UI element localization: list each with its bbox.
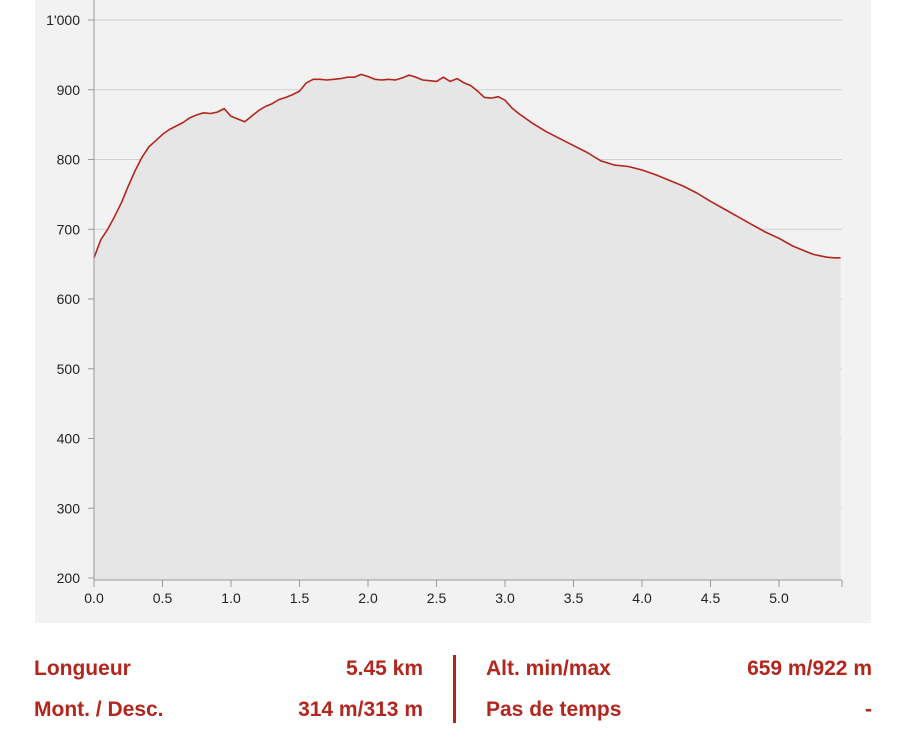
length-value: 5.45 km (345, 657, 423, 680)
y-tick-label: 800 (57, 152, 81, 168)
elevation-line (93, 73, 841, 259)
x-tick-label: 3.5 (564, 590, 584, 606)
time-step-value: - (865, 698, 872, 721)
x-tick-label: 4.5 (701, 590, 721, 606)
y-tick-label: 400 (57, 431, 81, 447)
y-tick-label: 900 (57, 82, 81, 98)
y-tick-label: 200 (57, 570, 81, 586)
stats-divider (453, 655, 456, 723)
y-tick-label: 300 (57, 500, 81, 516)
elevation-profile-chart: 200 300 400 500 600 700 800 900 1'000 0.0 0.5 1.0 1.… (46, 0, 843, 606)
x-tick-label: 5.0 (769, 590, 789, 606)
axes (88, 0, 843, 587)
x-tick-label: 4.0 (632, 590, 652, 606)
length-label: Longueur (34, 657, 131, 680)
updown-label: Mont. / Desc. (34, 698, 164, 721)
y-tick-label: 500 (57, 361, 81, 377)
updown-value: 314 m/313 m (298, 698, 423, 721)
x-tick-label: 3.0 (495, 590, 515, 606)
elevation-area-layer (93, 73, 841, 581)
altitude-value: 659 m/922 m (747, 657, 872, 680)
x-tick-label: 0.0 (84, 590, 104, 606)
y-tick-label: 600 (57, 291, 81, 307)
y-tick-label: 700 (57, 221, 81, 237)
elevation-area (94, 74, 841, 581)
tick-labels: 200 300 400 500 600 700 800 900 1'000 0.0 0.5 1.0 1.… (46, 12, 789, 606)
x-tick-label: 0.5 (153, 590, 173, 606)
x-tick-label: 1.0 (221, 590, 241, 606)
time-step-label: Pas de temps (486, 698, 622, 721)
x-tick-label: 2.5 (427, 590, 447, 606)
altitude-label: Alt. min/max (486, 657, 611, 680)
y-tick-label: 1'000 (46, 12, 80, 28)
x-tick-label: 2.0 (358, 590, 378, 606)
x-tick-label: 1.5 (290, 590, 310, 606)
